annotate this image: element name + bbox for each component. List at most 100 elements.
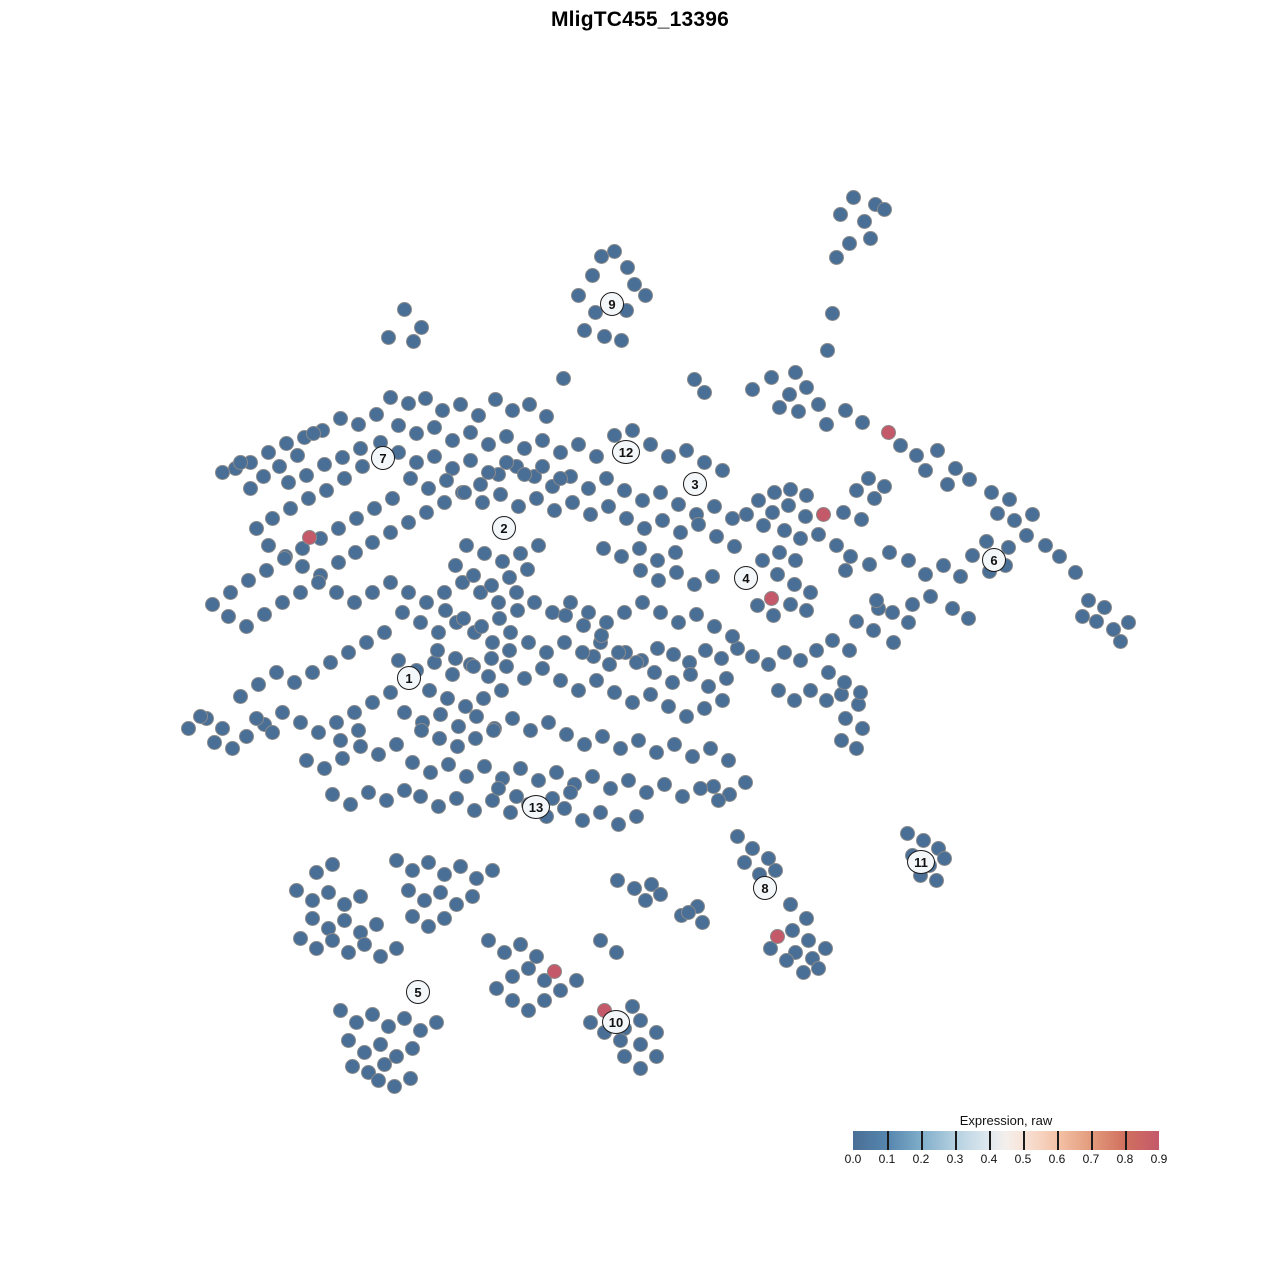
scatter-point — [881, 544, 897, 560]
cluster-label-5[interactable]: 5 — [406, 980, 430, 1004]
scatter-point — [271, 458, 287, 474]
scatter-point — [652, 604, 668, 620]
scatter-point — [282, 500, 298, 516]
scatter-point — [557, 607, 573, 623]
scatter-point — [810, 526, 826, 542]
scatter-point — [426, 448, 442, 464]
colorbar-gradient[interactable] — [853, 1131, 1159, 1150]
scatter-point — [616, 1048, 632, 1064]
cluster-label-3[interactable]: 3 — [683, 472, 707, 496]
scatter-point — [264, 724, 280, 740]
scatter-point — [498, 428, 514, 444]
scatter-point — [490, 780, 506, 796]
scatter-point — [786, 692, 802, 708]
scatter-point — [258, 562, 274, 578]
scatter-point — [1088, 613, 1104, 629]
scatter-point — [428, 1014, 444, 1030]
scatter-point — [600, 498, 616, 514]
scatter-point — [528, 948, 544, 964]
scatter-point — [502, 624, 518, 640]
scatter-point — [386, 1078, 402, 1094]
cluster-label-2[interactable]: 2 — [492, 516, 516, 540]
colorbar-tick-label: 0.5 — [1014, 1152, 1032, 1166]
scatter-point — [899, 825, 915, 841]
scatter-point — [466, 802, 482, 818]
cluster-label-10[interactable]: 10 — [602, 1010, 630, 1034]
cluster-label-6[interactable]: 6 — [982, 548, 1006, 572]
scatter-point — [232, 454, 248, 470]
scatter-point — [576, 322, 592, 338]
scatter-point — [382, 524, 398, 540]
colorbar-tick — [989, 1131, 991, 1150]
cluster-label-1[interactable]: 1 — [397, 666, 421, 690]
scatter-point — [556, 634, 572, 650]
scatter-point — [790, 403, 806, 419]
cluster-label-13[interactable]: 13 — [522, 795, 550, 819]
scatter-point — [964, 547, 980, 563]
scatter-point — [782, 896, 798, 912]
cluster-label-9[interactable]: 9 — [600, 292, 624, 316]
scatter-point — [564, 494, 580, 510]
scatter-point — [538, 644, 554, 660]
scatter-point — [432, 706, 448, 722]
scatter-point — [324, 932, 340, 948]
scatter-point — [606, 243, 622, 259]
scatter-point — [404, 1040, 420, 1056]
scatter-point — [483, 577, 499, 593]
cluster-label-4[interactable]: 4 — [734, 566, 758, 590]
scatter-point — [766, 484, 782, 500]
cluster-label-7[interactable]: 7 — [371, 446, 395, 470]
scatter-point — [473, 618, 489, 634]
scatter-point — [606, 427, 622, 443]
scatter-point — [1067, 564, 1083, 580]
scatter-point — [835, 504, 851, 520]
scatter-point — [540, 714, 556, 730]
scatter-point — [939, 476, 955, 492]
scatter-point — [936, 850, 952, 866]
scatter-point — [501, 569, 517, 585]
scatter-point — [400, 584, 416, 600]
scatter-point — [376, 1056, 392, 1072]
scatter-point — [520, 1002, 536, 1018]
scatter-point — [388, 940, 404, 956]
scatter-point — [292, 714, 308, 730]
colorbar-tick-label: 0.9 — [1150, 1152, 1168, 1166]
colorbar-tick — [887, 1131, 889, 1150]
scatter-point — [340, 644, 356, 660]
scatter-point — [492, 486, 508, 502]
scatter-point — [848, 482, 864, 498]
cluster-label-8[interactable]: 8 — [753, 876, 777, 900]
scatter-point — [714, 692, 730, 708]
scatter-point — [412, 1022, 428, 1038]
scatter-point — [776, 522, 792, 538]
scatter-point — [548, 764, 564, 780]
scatter-point — [771, 544, 787, 560]
scatter-point — [718, 670, 734, 686]
scatter-point — [214, 464, 230, 480]
scatter-point — [935, 557, 951, 573]
scatter-point — [264, 510, 280, 526]
scatter-point — [396, 301, 412, 317]
scatter-point — [334, 750, 350, 766]
cluster-label-11[interactable]: 11 — [907, 850, 935, 874]
scatter-point — [457, 698, 473, 714]
colorbar-tick-label: 0.8 — [1116, 1152, 1134, 1166]
scatter-point — [810, 396, 826, 412]
scatter-point — [624, 998, 640, 1014]
scatter-point — [316, 456, 332, 472]
scatter-point — [697, 642, 713, 658]
scatter-point — [776, 644, 792, 660]
scatter-point — [352, 738, 368, 754]
scatter-point — [332, 732, 348, 748]
scatter-point — [555, 370, 571, 386]
scatter-point — [480, 436, 496, 452]
cluster-label-12[interactable]: 12 — [612, 440, 640, 464]
scatter-point — [502, 804, 518, 820]
scatter-point — [960, 610, 976, 626]
scatter-point — [536, 992, 552, 1008]
scatter-point — [388, 852, 404, 868]
scatter-point — [498, 454, 514, 470]
scatter-point — [328, 584, 344, 600]
scatter-point — [744, 648, 760, 664]
